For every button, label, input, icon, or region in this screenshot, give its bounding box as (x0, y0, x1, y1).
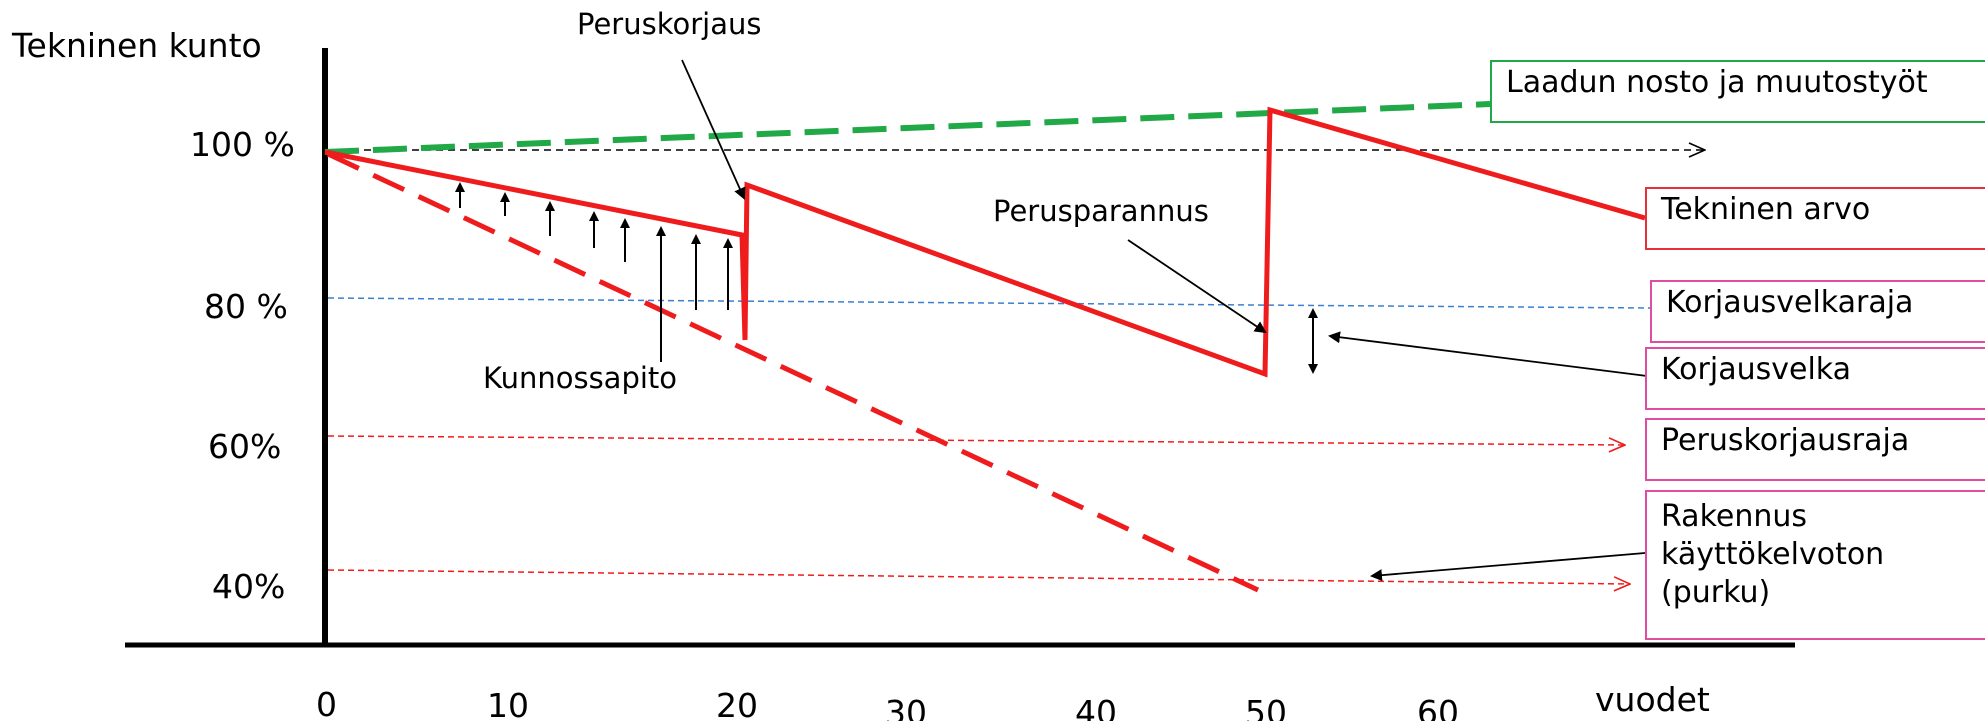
kayttokelvoton-pointer (1370, 552, 1646, 582)
unusable-building-line-2: käyttökelvoton (1661, 537, 1885, 572)
peruskorjaus-label: Peruskorjaus (577, 7, 761, 41)
repair-debt-limit-label: Korjausvelkaraja (1666, 285, 1914, 320)
x-tick-0: 0 (316, 685, 337, 721)
x-tick-60: 60 (1417, 693, 1459, 721)
quality-raise-label: Laadun nosto ja muutostyöt (1506, 65, 1928, 100)
technical-value-label: Tekninen arvo (1661, 192, 1871, 227)
kayttokelvoton-line (327, 569, 1630, 584)
x-tick-20: 20 (716, 686, 758, 721)
x-tick-50: 50 (1245, 693, 1287, 721)
peruskorjausraja-line (327, 435, 1625, 445)
maintenance-arrows (455, 182, 733, 362)
y-tick-60: 60% (208, 427, 281, 466)
perusparannus-pointer (1127, 239, 1267, 334)
no-maintenance-decline (326, 151, 1260, 593)
x-axis-title: vuodet (1595, 680, 1710, 719)
korjausvelka-pointer (1328, 331, 1648, 377)
x-tick-30: 30 (885, 693, 927, 721)
kunnossapito-label: Kunnossapito (483, 361, 677, 395)
unusable-building-box: Rakennus käyttökelvoton (purku) (1645, 490, 1985, 640)
technical-value-box: Tekninen arvo (1645, 187, 1985, 250)
technical-value-line (324, 106, 1646, 378)
y-tick-40: 40% (212, 567, 285, 606)
repair-debt-label: Korjausvelka (1661, 352, 1852, 387)
quality-raise-line (324, 101, 1491, 155)
renovation-limit-label: Peruskorjausraja (1661, 423, 1910, 458)
renovation-limit-box: Peruskorjausraja (1645, 418, 1985, 481)
repair-debt-box: Korjausvelka (1645, 347, 1985, 410)
unusable-building-line-1: Rakennus (1661, 499, 1808, 534)
perusparannus-label: Perusparannus (993, 194, 1209, 228)
x-tick-10: 10 (487, 686, 529, 721)
repair-debt-limit-box: Korjausvelkaraja (1650, 280, 1985, 343)
peruskorjaus-pointer (681, 59, 746, 200)
x-tick-40: 40 (1075, 693, 1117, 721)
unusable-building-line-3: (purku) (1661, 575, 1771, 610)
y-tick-100: 100 % (190, 125, 295, 164)
y-tick-80: 80 % (204, 287, 288, 326)
korjausvelkaraja-line (327, 297, 1651, 309)
y-axis-title: Tekninen kunto (11, 26, 262, 65)
quality-raise-box: Laadun nosto ja muutostyöt (1490, 60, 1985, 123)
